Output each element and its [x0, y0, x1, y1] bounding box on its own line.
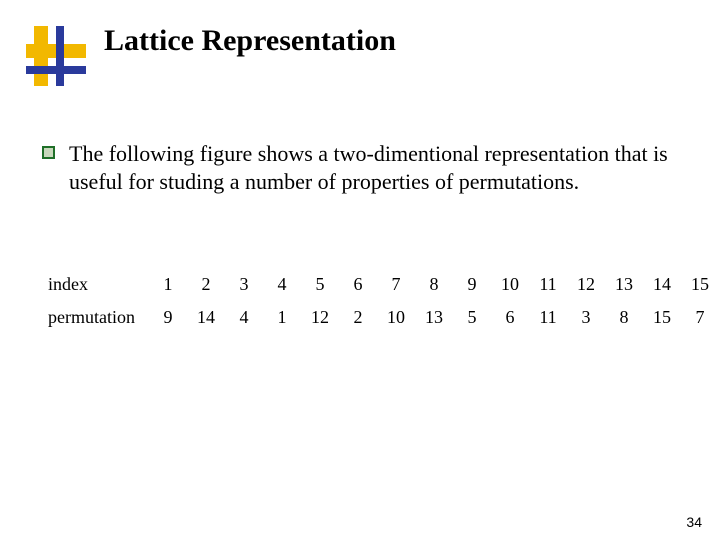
deco-blue-horizontal — [26, 66, 86, 74]
table-cell: 1 — [149, 268, 187, 301]
table-cell: 7 — [681, 301, 719, 334]
table-cell: 11 — [529, 268, 567, 301]
deco-blue-vertical — [56, 26, 64, 86]
page-number: 34 — [686, 514, 702, 530]
bullet-row: The following figure shows a two-dimenti… — [42, 140, 690, 195]
slide: Lattice Representation The following fig… — [0, 0, 720, 540]
bullet-text: The following figure shows a two-dimenti… — [69, 140, 690, 195]
table-cell: 12 — [567, 268, 605, 301]
perm-row-label: permutation — [48, 301, 149, 334]
bullet-block: The following figure shows a two-dimenti… — [42, 140, 690, 195]
table-cell: 9 — [149, 301, 187, 334]
table-cell: 2 — [339, 301, 377, 334]
table-cell: 2 — [187, 268, 225, 301]
table-cell: 8 — [415, 268, 453, 301]
square-bullet-icon — [42, 146, 55, 159]
table-cell: 11 — [529, 301, 567, 334]
table-row: index 1 2 3 4 5 6 7 8 9 10 11 12 13 14 1… — [48, 268, 719, 301]
table-cell: 9 — [453, 268, 491, 301]
table-cell: 13 — [415, 301, 453, 334]
slide-title: Lattice Representation — [104, 24, 396, 58]
table-cell: 13 — [605, 268, 643, 301]
title-decoration — [26, 26, 86, 86]
table-cell: 14 — [187, 301, 225, 334]
table-cell: 5 — [453, 301, 491, 334]
table-cell: 4 — [225, 301, 263, 334]
table-cell: 6 — [339, 268, 377, 301]
table-cell: 4 — [263, 268, 301, 301]
table-cell: 6 — [491, 301, 529, 334]
table-cell: 3 — [225, 268, 263, 301]
permutation-table: index 1 2 3 4 5 6 7 8 9 10 11 12 13 14 1… — [48, 268, 719, 334]
table-cell: 1 — [263, 301, 301, 334]
table-cell: 8 — [605, 301, 643, 334]
table-cell: 3 — [567, 301, 605, 334]
index-row-label: index — [48, 268, 149, 301]
table-cell: 14 — [643, 268, 681, 301]
table-cell: 10 — [377, 301, 415, 334]
table-cell: 7 — [377, 268, 415, 301]
table-cell: 10 — [491, 268, 529, 301]
table-cell: 5 — [301, 268, 339, 301]
table-cell: 15 — [643, 301, 681, 334]
table-cell: 15 — [681, 268, 719, 301]
table-row: permutation 9 14 4 1 12 2 10 13 5 6 11 3… — [48, 301, 719, 334]
table-cell: 12 — [301, 301, 339, 334]
